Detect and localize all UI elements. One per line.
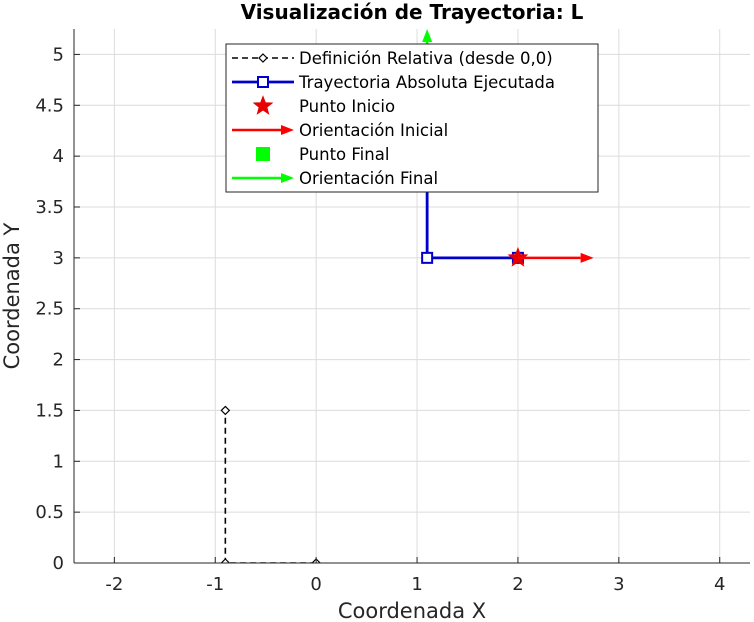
series-1-point [421,251,434,264]
legend-entry: Trayectoria Absoluta Ejecutada [232,73,555,92]
axes: -2 -1 0 1 2 3 4 0 0.5 1 1.5 2 2.5 3 3.5 4 4.5 5 [35,29,750,595]
series-0-line [224,410,317,563]
x-tick-label: 4 [714,574,725,595]
y-axis-title: Coordenada Y [0,222,24,369]
legend-entry: Punto Final [256,145,389,164]
legend-arrow-sample-head [281,125,294,135]
legend-entry: Punto Inicio [252,95,395,116]
legend-label: Orientación Inicial [299,121,448,140]
y-tick-label: 3.5 [35,197,64,218]
y-tick-label: 1 [53,451,64,472]
chart-title: Visualización de Trayectoria: L [241,0,584,24]
x-tick-label: 2 [512,574,523,595]
legend-label: Trayectoria Absoluta Ejecutada [298,73,555,92]
legend-marker-sample [256,147,270,161]
series-0-point [220,558,231,563]
legend-marker-sample [252,95,274,115]
series-0-point [220,405,231,416]
x-tick-label: 1 [411,574,422,595]
legend-arrow-sample-head [281,173,294,183]
series-3-arrow [517,252,594,263]
legend-marker-sample [258,53,268,63]
y-tick-label: 2.5 [35,299,64,320]
legend-entry: Definición Relativa (desde 0,0) [232,49,553,68]
legend-arrow-sample [232,173,294,183]
legend-box [225,43,599,193]
x-axis-title: Coordenada X [338,599,486,622]
legend-entry: Orientación Inicial [232,121,448,140]
series-5-arrow-head [422,29,433,42]
y-tick-label: 0.5 [35,502,64,523]
x-tick-label: 3 [613,574,624,595]
y-tick-label: 4.5 [35,95,64,116]
x-tick-label: 0 [310,574,321,595]
x-tick-label: -2 [105,574,123,595]
y-tick-label: 4 [53,146,64,167]
y-tick-label: 5 [53,44,64,65]
x-tick-label: -1 [206,574,224,595]
legend-marker-sample [257,76,269,88]
legend: Definición Relativa (desde 0,0) Trayector… [225,43,599,193]
legend-label: Definición Relativa (desde 0,0) [299,49,553,68]
y-tick-label: 0 [53,553,64,574]
y-tick-label: 2 [53,350,64,371]
legend-entry: Orientación Final [232,169,438,188]
y-tick-label: 3 [53,248,64,269]
legend-label: Orientación Final [299,169,438,188]
series-3-arrow-head [580,252,594,263]
legend-label: Punto Final [299,145,389,164]
legend-arrow-sample [232,125,294,135]
legend-label: Punto Inicio [299,97,395,116]
y-tick-label: 1.5 [35,400,64,421]
